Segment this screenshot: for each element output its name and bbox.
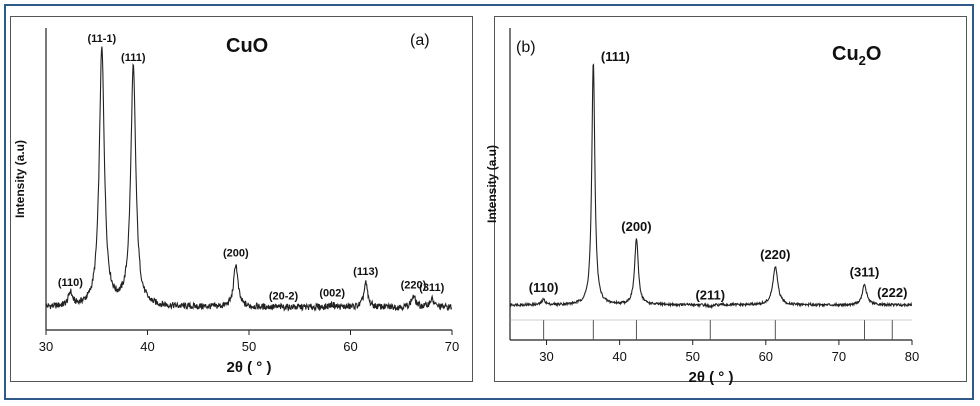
x-tick-label: 60 (759, 349, 773, 364)
panel-label: (a) (410, 32, 430, 49)
figure-frame (4, 4, 974, 400)
xrd-spectrum (509, 63, 913, 310)
x-tick-label: 70 (445, 339, 459, 354)
peak-label: (002) (319, 288, 345, 300)
x-tick-label: 80 (905, 349, 919, 364)
xrd-spectrum (45, 46, 453, 312)
panel-b: 30 40 50 60 70 80 2θ ( ° ) Intensity (a.u) (b) Cu… (485, 28, 919, 386)
x-tick-label: 30 (39, 339, 53, 354)
y-axis-label: Intensity (a.u) (13, 140, 27, 218)
panel-a: 30 40 50 60 70 2θ ( ° ) Intensity (a.u) (a) CuO (… (13, 28, 459, 376)
x-tick-label: 50 (685, 349, 699, 364)
chart-title: Cu2O (832, 43, 881, 68)
peak-label: (113) (353, 266, 378, 278)
x-tick-label: 30 (539, 349, 553, 364)
peak-label: (110) (529, 280, 559, 295)
x-tick-label: 50 (242, 339, 256, 354)
chart-title: CuO (226, 35, 268, 57)
x-tick-label: 40 (612, 349, 626, 364)
panel-label: (b) (516, 39, 536, 56)
x-tick-label: 70 (832, 349, 846, 364)
x-axis-label: 2θ ( ° ) (689, 369, 734, 386)
x-axis-label: 2θ ( ° ) (227, 359, 272, 376)
peak-label: (11-1) (87, 33, 116, 45)
panel-a-border (10, 16, 473, 382)
y-axis-label: Intensity (a.u) (485, 145, 499, 223)
peak-label: (111) (601, 49, 630, 64)
peak-label: (20-2) (269, 290, 299, 302)
peak-label: (311) (850, 265, 880, 280)
panel-b-border (494, 16, 967, 382)
peak-label: (220) (401, 280, 427, 292)
peak-label: (311) (419, 282, 444, 294)
peak-label: (211) (695, 287, 725, 302)
x-tick-label: 60 (343, 339, 357, 354)
peak-label: (220) (760, 247, 790, 262)
x-tick-label: 40 (140, 339, 154, 354)
peak-label: (222) (877, 285, 907, 300)
peak-label: (200) (621, 219, 651, 234)
peak-label: (110) (58, 277, 83, 289)
peak-label: (111) (121, 52, 146, 64)
peak-label: (200) (223, 247, 249, 259)
